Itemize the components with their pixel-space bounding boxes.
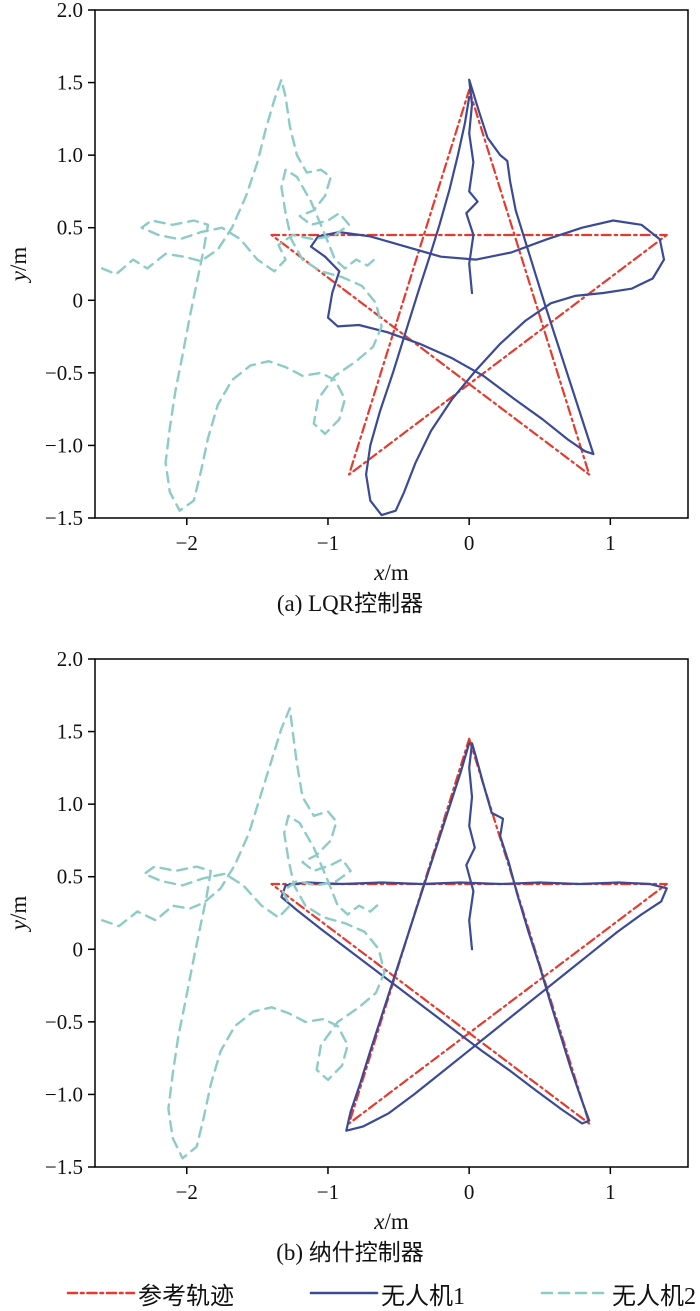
y-tick-label: 0: [73, 288, 84, 312]
y-tick-label: 2.0: [57, 0, 83, 22]
y-tick-label: −1.5: [45, 1155, 83, 1179]
y-tick-label: 0.5: [57, 216, 83, 240]
x-tick-label: 1: [605, 531, 616, 555]
series-line-1: [309, 78, 666, 517]
legend-item-uav1: 无人机1: [309, 1276, 465, 1311]
y-tick-label: 1.0: [57, 792, 83, 816]
y-tick-label: −0.5: [45, 1010, 83, 1034]
caption-b: (b) 纳什控制器: [276, 1240, 424, 1265]
uav2-line-sample: [540, 1291, 610, 1295]
chart-b-block: −2 −1 0 1 −1.5 −1.0 −0.5 0 0.5 1.0 1.5 2.0 x/m y/m (b…: [0, 649, 700, 1272]
y-tick-label: −1.5: [45, 506, 83, 530]
x-tick-label: −2: [176, 531, 198, 555]
uav1-line-sample: [309, 1291, 379, 1295]
y-tick-label: −0.5: [45, 361, 83, 385]
y-tick-label: 2.0: [57, 649, 83, 671]
y-axis-label: y/m: [6, 896, 31, 933]
y-tick-label: 1.5: [57, 71, 83, 95]
chart-a-block: −2 −1 0 1 −1.5 −1.0 −0.5 0 0.5 1.0 1.5 2.0 x/m y/m (a…: [0, 0, 700, 623]
plot-b: −2 −1 0 1 −1.5 −1.0 −0.5 0 0.5 1.0 1.5 2.0 x/m y/m: [6, 649, 689, 1234]
x-tick-label: −2: [176, 1180, 198, 1204]
x-tick-label: 1: [605, 1180, 616, 1204]
plot-a: −2 −1 0 1 −1.5 −1.0 −0.5 0 0.5 1.0 1.5 2.0 x/m y/m: [6, 0, 689, 585]
legend-label-uav2: 无人机2: [612, 1283, 696, 1310]
series-line-2: [100, 707, 386, 1160]
legend: 参考轨迹 无人机1 无人机2: [0, 1272, 700, 1310]
y-tick-label: 1.5: [57, 720, 83, 744]
y-tick-label: −1.0: [45, 1082, 83, 1106]
series-line-0: [270, 737, 668, 1125]
legend-label-uav1: 无人机1: [381, 1283, 465, 1310]
x-tick-label: −1: [317, 1180, 339, 1204]
legend-item-reference: 参考轨迹: [66, 1276, 234, 1311]
x-axis-label: x/m: [373, 560, 409, 585]
legend-item-uav2: 无人机2: [540, 1276, 696, 1311]
y-tick-label: 1.0: [57, 143, 83, 167]
y-tick-label: 0.5: [57, 865, 83, 889]
x-tick-label: 0: [464, 1180, 475, 1204]
y-tick-label: 0: [73, 937, 84, 961]
x-tick-label: 0: [464, 531, 475, 555]
reference-line-sample: [66, 1291, 136, 1295]
series-line-1: [280, 742, 668, 1132]
x-axis-label: x/m: [373, 1209, 409, 1234]
plot-frame: [94, 658, 689, 1168]
caption-a: (a) LQR控制器: [276, 591, 424, 616]
series-line-2: [100, 78, 383, 512]
y-axis-label: y/m: [6, 247, 31, 284]
plot-frame: [94, 9, 689, 519]
series-line-0: [270, 88, 668, 476]
y-tick-label: −1.0: [45, 433, 83, 457]
legend-label-reference: 参考轨迹: [138, 1283, 234, 1310]
x-tick-label: −1: [317, 531, 339, 555]
